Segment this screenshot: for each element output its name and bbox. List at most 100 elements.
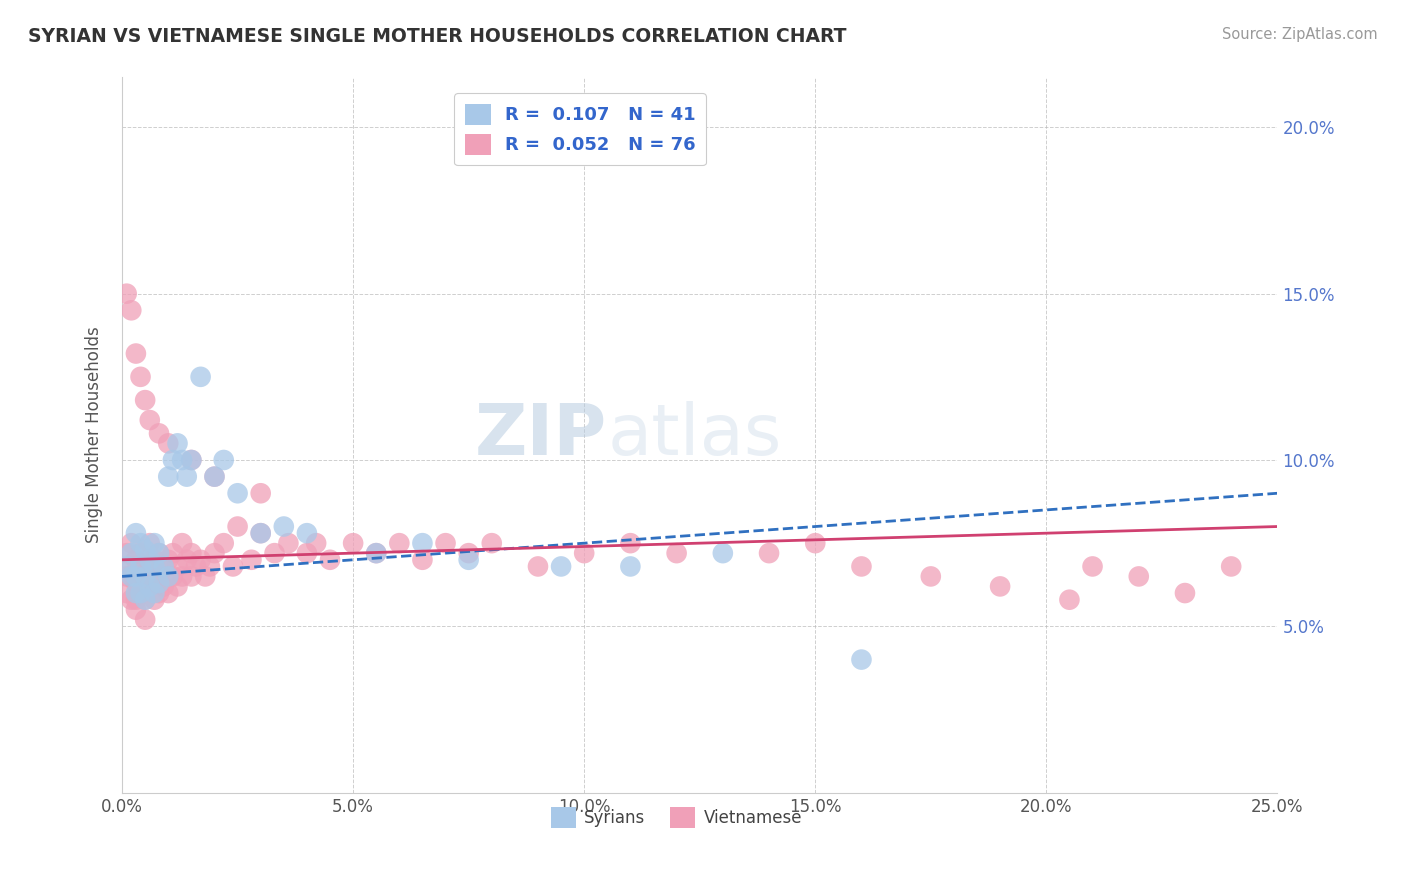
- Point: [134, 393, 156, 408]
- Point: [249, 526, 271, 541]
- Point: [342, 536, 364, 550]
- Point: [148, 586, 170, 600]
- Point: [148, 546, 170, 560]
- Point: [143, 559, 166, 574]
- Point: [249, 486, 271, 500]
- Point: [125, 576, 148, 591]
- Point: [162, 569, 184, 583]
- Text: Source: ZipAtlas.com: Source: ZipAtlas.com: [1222, 27, 1378, 42]
- Point: [457, 546, 479, 560]
- Point: [550, 559, 572, 574]
- Point: [139, 579, 162, 593]
- Point: [263, 546, 285, 560]
- Point: [988, 579, 1011, 593]
- Point: [125, 586, 148, 600]
- Point: [139, 536, 162, 550]
- Point: [162, 546, 184, 560]
- Point: [711, 546, 734, 560]
- Point: [758, 546, 780, 560]
- Point: [125, 346, 148, 360]
- Point: [139, 559, 162, 574]
- Y-axis label: Single Mother Households: Single Mother Households: [86, 326, 103, 543]
- Point: [180, 453, 202, 467]
- Point: [152, 559, 174, 574]
- Point: [129, 536, 152, 550]
- Point: [148, 426, 170, 441]
- Point: [180, 569, 202, 583]
- Point: [148, 576, 170, 591]
- Point: [198, 559, 221, 574]
- Point: [143, 569, 166, 583]
- Point: [129, 369, 152, 384]
- Point: [226, 519, 249, 533]
- Point: [190, 553, 212, 567]
- Point: [125, 553, 148, 567]
- Point: [115, 586, 138, 600]
- Point: [619, 559, 641, 574]
- Point: [120, 569, 142, 583]
- Point: [134, 542, 156, 557]
- Point: [115, 546, 138, 560]
- Point: [139, 579, 162, 593]
- Point: [295, 526, 318, 541]
- Point: [134, 613, 156, 627]
- Point: [572, 546, 595, 560]
- Point: [115, 286, 138, 301]
- Point: [115, 559, 138, 574]
- Text: atlas: atlas: [607, 401, 782, 469]
- Point: [139, 413, 162, 427]
- Point: [143, 553, 166, 567]
- Point: [1174, 586, 1197, 600]
- Point: [129, 546, 152, 560]
- Point: [851, 652, 873, 666]
- Point: [134, 569, 156, 583]
- Point: [1059, 592, 1081, 607]
- Point: [129, 579, 152, 593]
- Point: [481, 536, 503, 550]
- Point: [172, 569, 194, 583]
- Point: [920, 569, 942, 583]
- Point: [1081, 559, 1104, 574]
- Text: SYRIAN VS VIETNAMESE SINGLE MOTHER HOUSEHOLDS CORRELATION CHART: SYRIAN VS VIETNAMESE SINGLE MOTHER HOUSE…: [28, 27, 846, 45]
- Point: [172, 536, 194, 550]
- Point: [157, 469, 180, 483]
- Point: [204, 546, 226, 560]
- Point: [240, 553, 263, 567]
- Point: [180, 453, 202, 467]
- Point: [157, 436, 180, 450]
- Point: [162, 453, 184, 467]
- Point: [166, 559, 188, 574]
- Point: [804, 536, 827, 550]
- Point: [204, 469, 226, 483]
- Point: [148, 546, 170, 560]
- Text: ZIP: ZIP: [475, 401, 607, 469]
- Point: [143, 586, 166, 600]
- Point: [125, 603, 148, 617]
- Point: [319, 553, 342, 567]
- Point: [212, 453, 235, 467]
- Point: [139, 553, 162, 567]
- Point: [204, 469, 226, 483]
- Point: [166, 579, 188, 593]
- Point: [434, 536, 457, 550]
- Point: [222, 559, 245, 574]
- Point: [157, 569, 180, 583]
- Point: [152, 559, 174, 574]
- Point: [134, 592, 156, 607]
- Point: [120, 559, 142, 574]
- Point: [172, 453, 194, 467]
- Point: [143, 592, 166, 607]
- Point: [366, 546, 388, 560]
- Point: [665, 546, 688, 560]
- Point: [527, 559, 550, 574]
- Point: [277, 536, 299, 550]
- Point: [366, 546, 388, 560]
- Point: [180, 546, 202, 560]
- Point: [120, 303, 142, 318]
- Point: [125, 569, 148, 583]
- Point: [176, 553, 198, 567]
- Point: [305, 536, 328, 550]
- Point: [1128, 569, 1150, 583]
- Point: [125, 592, 148, 607]
- Point: [120, 536, 142, 550]
